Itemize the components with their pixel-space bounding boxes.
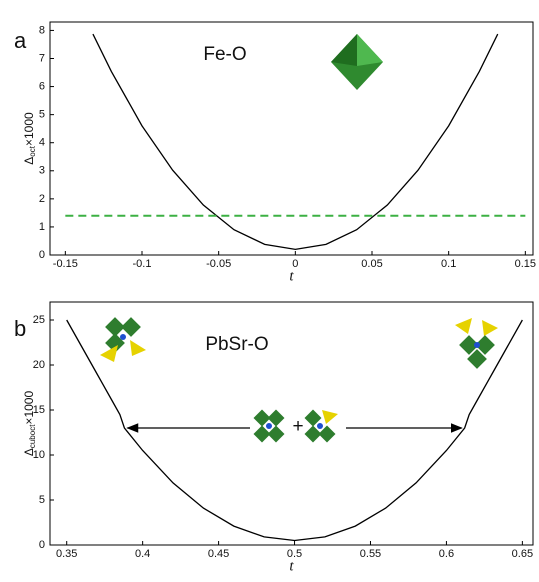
x-tick-label: 0.5 bbox=[287, 548, 302, 560]
x-tick-label: -0.05 bbox=[206, 258, 231, 270]
octahedron-icon bbox=[331, 34, 383, 90]
y-tick-label: 2 bbox=[39, 193, 45, 205]
y-axis-label-part: ×1000 bbox=[22, 391, 36, 425]
y-axis-label-part: Δ bbox=[22, 448, 36, 456]
polyhedra-middle bbox=[253, 409, 338, 443]
x-tick-label: 0.6 bbox=[439, 548, 454, 560]
y-tick-label: 3 bbox=[39, 165, 45, 177]
x-tick-label: -0.1 bbox=[133, 258, 152, 270]
panel-title: PbSr-O bbox=[205, 334, 268, 355]
y-axis-label: Δoct×1000 bbox=[22, 112, 37, 165]
y-axis-label: Δcuboct×1000 bbox=[22, 391, 37, 457]
polyhedra-left bbox=[100, 317, 146, 362]
x-tick-label: 0 bbox=[292, 258, 298, 270]
x-tick-label: 0.15 bbox=[515, 258, 536, 270]
plot-frame bbox=[49, 21, 534, 256]
y-tick-label: 15 bbox=[33, 404, 45, 416]
polyhedra-right bbox=[455, 318, 498, 369]
y-axis-label-part: oct bbox=[28, 145, 37, 156]
y-tick-label: 5 bbox=[39, 494, 45, 506]
x-axis-label: t bbox=[289, 558, 294, 574]
x-axis-label: t bbox=[289, 268, 294, 284]
panel-title: Fe-O bbox=[203, 44, 246, 65]
curve bbox=[92, 33, 499, 251]
y-tick-label: 8 bbox=[39, 24, 45, 36]
y-axis-label-part: Δ bbox=[22, 157, 36, 165]
y-tick-label: 10 bbox=[33, 449, 45, 461]
panel-label: b bbox=[14, 316, 26, 341]
x-tick-label: 0.55 bbox=[360, 548, 381, 560]
curve bbox=[66, 319, 523, 542]
y-tick-label: 20 bbox=[33, 359, 45, 371]
panel-label: a bbox=[14, 28, 27, 53]
y-axis-label-part: cuboct bbox=[28, 424, 37, 448]
operator: + bbox=[292, 416, 303, 437]
y-axis-label-part: ×1000 bbox=[22, 112, 36, 146]
y-tick-label: 4 bbox=[39, 137, 45, 149]
x-tick-label: 0.4 bbox=[135, 548, 150, 560]
y-tick-label: 0 bbox=[39, 249, 45, 261]
x-tick-label: -0.15 bbox=[53, 258, 78, 270]
x-tick-label: 0.1 bbox=[441, 258, 456, 270]
x-tick-label: 0.35 bbox=[56, 548, 77, 560]
x-tick-label: 0.65 bbox=[512, 548, 533, 560]
y-tick-label: 7 bbox=[39, 52, 45, 64]
x-tick-label: 0.45 bbox=[208, 548, 229, 560]
plot-frame bbox=[49, 301, 534, 546]
y-tick-label: 6 bbox=[39, 80, 45, 92]
y-tick-label: 5 bbox=[39, 109, 45, 121]
y-tick-label: 25 bbox=[33, 314, 45, 326]
y-tick-label: 0 bbox=[39, 539, 45, 551]
x-tick-label: 0.05 bbox=[361, 258, 382, 270]
y-tick-label: 1 bbox=[39, 221, 45, 233]
